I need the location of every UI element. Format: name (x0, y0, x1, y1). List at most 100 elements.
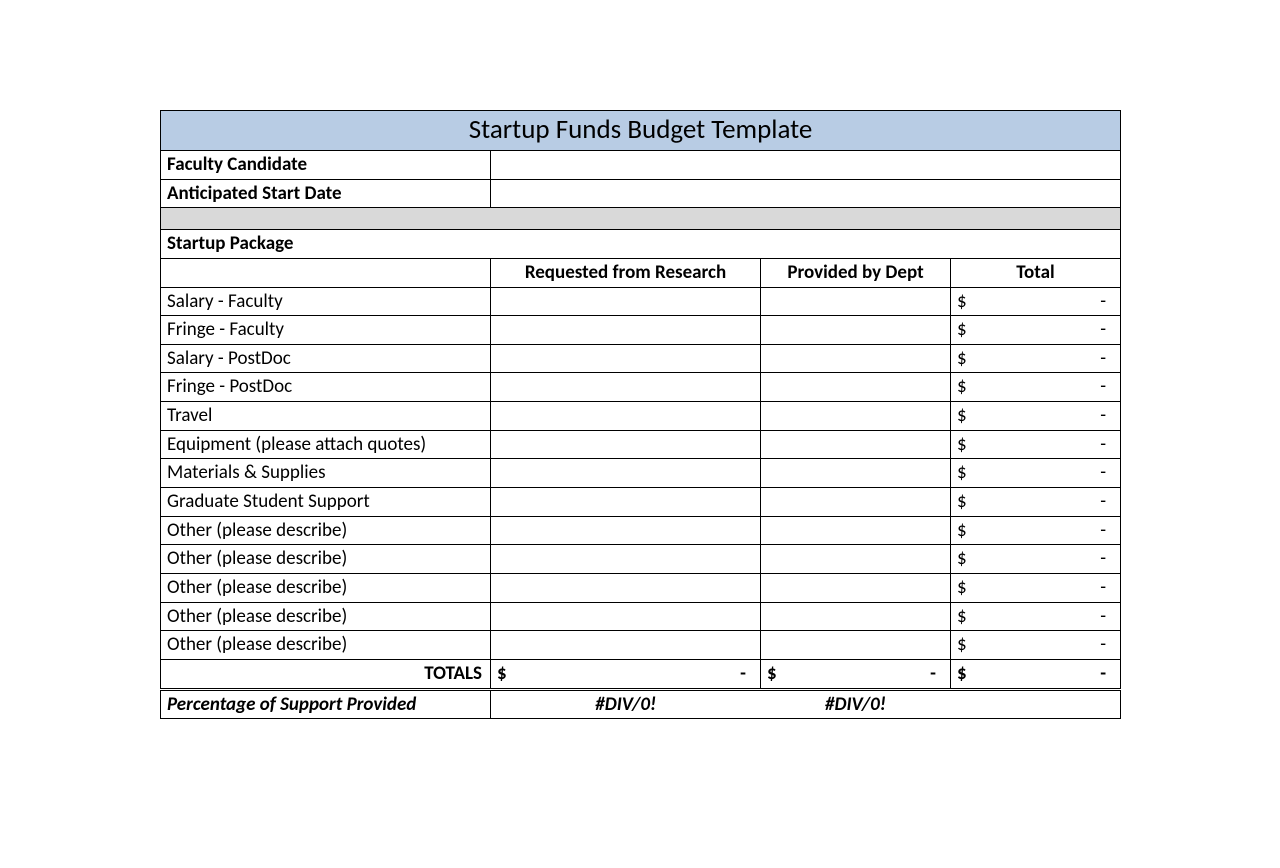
row-dept-input[interactable] (761, 287, 951, 316)
row-label: Salary - PostDoc (161, 344, 491, 373)
row-dept-input[interactable] (761, 488, 951, 517)
percentage-dept: #DIV/0! (761, 689, 951, 719)
row-research-input[interactable] (491, 602, 761, 631)
currency-icon: $ (957, 403, 967, 429)
currency-icon: $ (767, 661, 777, 687)
budget-table: Startup Funds Budget Template Faculty Ca… (160, 110, 1121, 719)
row-total-value: - (1100, 633, 1106, 656)
row-research-input[interactable] (491, 430, 761, 459)
row-total: $- (951, 316, 1121, 345)
currency-icon: $ (957, 632, 967, 658)
col-header-dept: Provided by Dept (761, 258, 951, 287)
totals-row: TOTALS $ - $ - $ - (161, 659, 1121, 689)
totals-dept: $ - (761, 659, 951, 689)
header-row-faculty: Faculty Candidate (161, 151, 1121, 180)
row-total: $- (951, 459, 1121, 488)
percentage-row: Percentage of Support Provided #DIV/0! #… (161, 689, 1121, 719)
row-total: $- (951, 573, 1121, 602)
row-label: Other (please describe) (161, 573, 491, 602)
row-research-input[interactable] (491, 316, 761, 345)
table-row: Fringe - Faculty $- (161, 316, 1121, 345)
percentage-label: Percentage of Support Provided (161, 689, 491, 719)
currency-icon: $ (957, 432, 967, 458)
row-dept-input[interactable] (761, 573, 951, 602)
row-total: $- (951, 430, 1121, 459)
table-row: Other (please describe)$- (161, 573, 1121, 602)
row-dept-input[interactable] (761, 344, 951, 373)
row-total-value: - (1100, 547, 1106, 570)
row-dept-input[interactable] (761, 459, 951, 488)
row-research-input[interactable] (491, 573, 761, 602)
row-research-input[interactable] (491, 488, 761, 517)
row-dept-input[interactable] (761, 602, 951, 631)
row-dept-input[interactable] (761, 516, 951, 545)
row-research-input[interactable] (491, 287, 761, 316)
row-dept-input[interactable] (761, 545, 951, 574)
percentage-research: #DIV/0! (491, 689, 761, 719)
title-row: Startup Funds Budget Template (161, 111, 1121, 151)
table-row: Other (please describe) $- (161, 516, 1121, 545)
currency-icon: $ (957, 575, 967, 601)
row-label: Materials & Supplies (161, 459, 491, 488)
currency-icon: $ (957, 374, 967, 400)
totals-dept-value: - (930, 662, 936, 685)
currency-icon: $ (957, 661, 967, 687)
row-research-input[interactable] (491, 373, 761, 402)
currency-icon: $ (497, 661, 507, 687)
row-total-value: - (1100, 433, 1106, 456)
section-title: Startup Package (161, 230, 1121, 259)
row-total: $- (951, 344, 1121, 373)
row-total: $- (951, 631, 1121, 660)
row-dept-input[interactable] (761, 373, 951, 402)
row-total: $- (951, 402, 1121, 431)
currency-icon: $ (957, 546, 967, 572)
row-dept-input[interactable] (761, 631, 951, 660)
col-header-research: Requested from Research (491, 258, 761, 287)
row-research-input[interactable] (491, 402, 761, 431)
table-title: Startup Funds Budget Template (161, 111, 1121, 151)
spacer-row (161, 208, 1121, 230)
totals-label: TOTALS (161, 659, 491, 689)
row-total: $- (951, 545, 1121, 574)
start-date-value[interactable] (491, 179, 1121, 208)
table-row: Other (please describe)$- (161, 545, 1121, 574)
table-row: Fringe - PostDoc $- (161, 373, 1121, 402)
col-header-total: Total (951, 258, 1121, 287)
currency-icon: $ (957, 460, 967, 486)
budget-template-sheet: Startup Funds Budget Template Faculty Ca… (160, 110, 1120, 719)
currency-icon: $ (957, 604, 967, 630)
row-total-value: - (1100, 347, 1106, 370)
row-total: $- (951, 516, 1121, 545)
table-row: Equipment (please attach quotes)$- (161, 430, 1121, 459)
row-total: $- (951, 373, 1121, 402)
row-label: Other (please describe) (161, 516, 491, 545)
row-label: Travel (161, 402, 491, 431)
row-total-value: - (1100, 490, 1106, 513)
row-dept-input[interactable] (761, 402, 951, 431)
row-research-input[interactable] (491, 545, 761, 574)
currency-icon: $ (957, 489, 967, 515)
row-label: Salary - Faculty (161, 287, 491, 316)
faculty-candidate-value[interactable] (491, 151, 1121, 180)
row-label: Fringe - PostDoc (161, 373, 491, 402)
row-total: $- (951, 488, 1121, 517)
header-row-startdate: Anticipated Start Date (161, 179, 1121, 208)
row-total-value: - (1100, 576, 1106, 599)
row-dept-input[interactable] (761, 430, 951, 459)
column-header-row: Requested from Research Provided by Dept… (161, 258, 1121, 287)
row-label: Other (please describe) (161, 602, 491, 631)
row-total-value: - (1100, 519, 1106, 542)
row-label: Fringe - Faculty (161, 316, 491, 345)
percentage-total (951, 689, 1121, 719)
row-research-input[interactable] (491, 516, 761, 545)
totals-research-value: - (740, 662, 746, 685)
currency-icon: $ (957, 317, 967, 343)
faculty-candidate-label: Faculty Candidate (161, 151, 491, 180)
row-dept-input[interactable] (761, 316, 951, 345)
row-research-input[interactable] (491, 631, 761, 660)
row-label: Other (please describe) (161, 631, 491, 660)
row-research-input[interactable] (491, 459, 761, 488)
currency-icon: $ (957, 289, 967, 315)
row-total-value: - (1100, 605, 1106, 628)
row-research-input[interactable] (491, 344, 761, 373)
